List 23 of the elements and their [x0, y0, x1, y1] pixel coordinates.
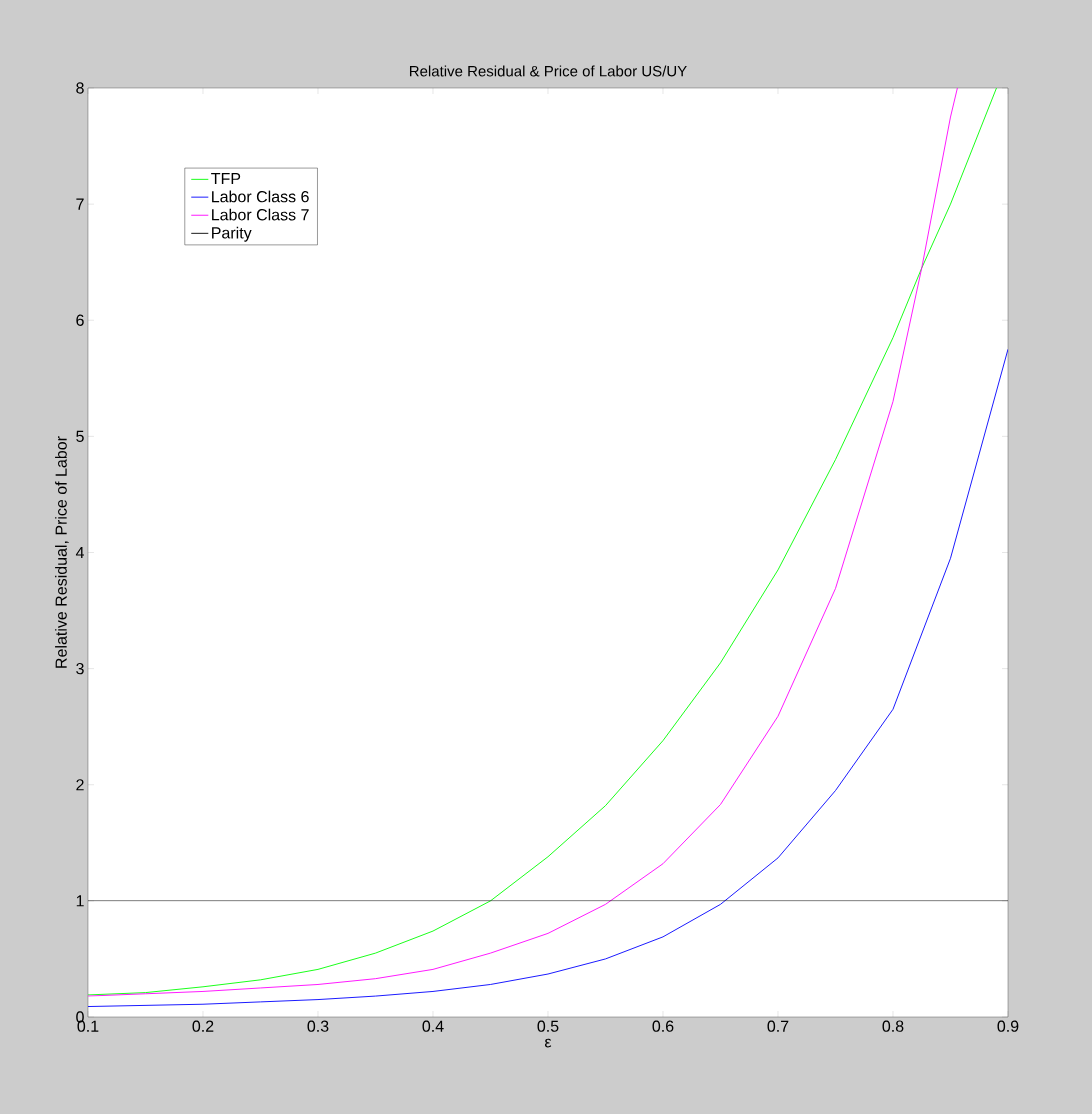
x-tick-label: 0.6: [652, 1020, 674, 1032]
x-tick-label: 0.8: [882, 1020, 904, 1032]
y-tick-label: 4: [75, 546, 84, 558]
y-tick-label: 2: [76, 779, 84, 791]
y-tick-label: 7: [76, 198, 84, 210]
x-axis-title: ε: [544, 1038, 552, 1048]
x-tick-label: 0.7: [767, 1020, 789, 1032]
legend-label: Labor Class 6: [212, 190, 309, 203]
chart-title: Relative Residual & Price of Labor US/UY: [409, 65, 687, 77]
x-tick-label: 0.5: [537, 1020, 559, 1032]
x-tick-label: 0.9: [997, 1020, 1019, 1032]
y-tick-label: 5: [76, 430, 84, 442]
x-tick-label: 0.2: [192, 1020, 214, 1032]
x-tick-label: 0.4: [422, 1020, 444, 1032]
y-tick-label: 1: [76, 895, 84, 907]
y-tick-label: 8: [76, 82, 84, 94]
y-tick-label: 6: [76, 314, 84, 326]
legend-label: TFP: [211, 173, 241, 185]
x-tick-label: 0.3: [307, 1020, 329, 1032]
legend-label: Labor Class 7: [212, 208, 309, 221]
legend-label: Parity: [212, 226, 252, 242]
y-tick-label: 3: [76, 662, 84, 675]
y-axis-title: Relative Residual, Price of Labor: [55, 436, 69, 668]
